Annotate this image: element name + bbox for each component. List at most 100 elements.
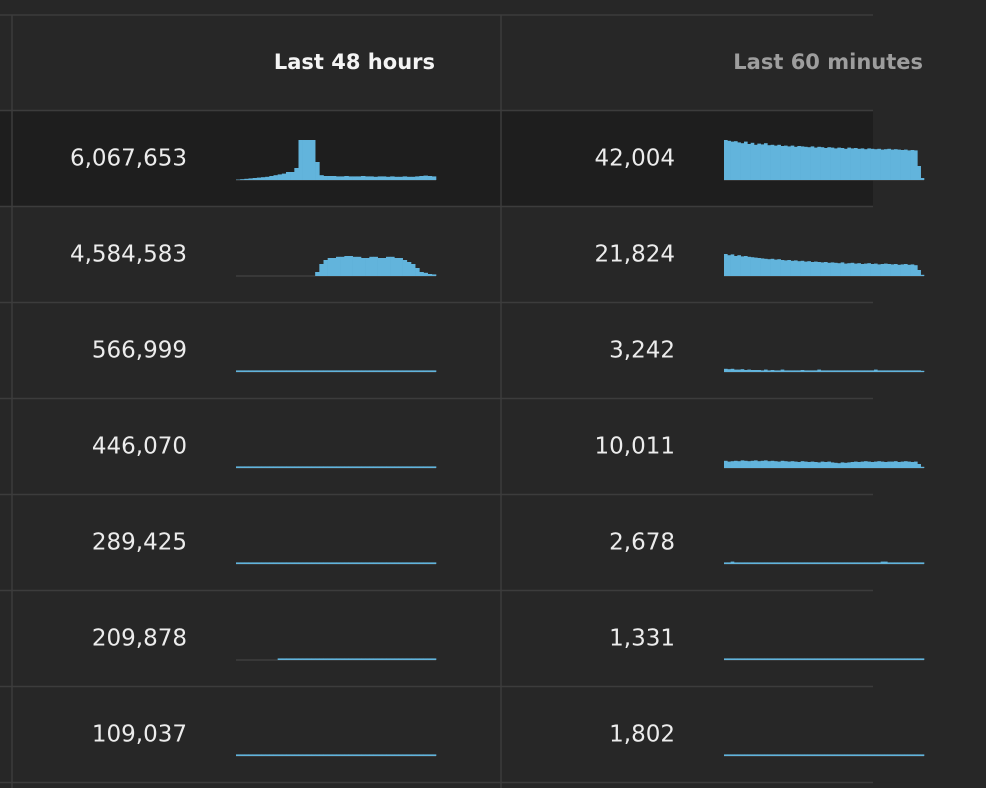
- sparkline-bar: [398, 370, 403, 372]
- sparkline-bar: [377, 658, 383, 660]
- sparkline-bar: [744, 460, 748, 468]
- sparkline-bar: [850, 148, 855, 180]
- column-header[interactable]: Last 60 minutes: [733, 50, 923, 74]
- sparkline-bar: [298, 754, 303, 756]
- sparkline-bar: [352, 562, 358, 564]
- sparkline-bar: [273, 370, 278, 372]
- sparkline-bar: [814, 562, 818, 564]
- sparkline-bar: [286, 754, 291, 756]
- sparkline-bar: [427, 754, 433, 756]
- sparkline-bar: [824, 562, 828, 564]
- sparkline-bar: [369, 370, 374, 372]
- sparkline-bar: [794, 146, 798, 180]
- sparkline-bar: [827, 754, 831, 756]
- sparkline-bar: [904, 754, 908, 756]
- sparkline-bar: [361, 562, 366, 564]
- sparkline-bar: [874, 263, 878, 276]
- sparkline-bar: [406, 754, 412, 756]
- sparkline-bar: [244, 370, 249, 372]
- sparkline-bar: [804, 146, 808, 180]
- sparkline-bar: [894, 370, 898, 372]
- sparkline-bar: [344, 466, 349, 468]
- sparkline-bar: [419, 754, 424, 756]
- sparkline-bar: [904, 370, 908, 372]
- sparkline-bar: [820, 562, 825, 564]
- sparkline-bar: [757, 562, 761, 564]
- sparkline-bar: [311, 370, 316, 372]
- sparkline-bar: [830, 462, 835, 468]
- sparkline-bar: [236, 754, 241, 756]
- sparkline-bar: [369, 466, 374, 468]
- sparkline-bar: [730, 561, 735, 564]
- sparkline-bar: [740, 369, 745, 372]
- sparkline-bar: [394, 754, 399, 756]
- sparkline-bar: [248, 562, 253, 564]
- sparkline-bar: [837, 147, 841, 180]
- sparkline-bar: [356, 256, 362, 276]
- sparkline-bar: [897, 149, 901, 180]
- sparkline-bar: [315, 562, 320, 564]
- sparkline-bar: [277, 754, 283, 756]
- sparkline-bar: [734, 460, 738, 468]
- sparkline-bar: [269, 370, 274, 372]
- sparkline-bar: [737, 255, 741, 276]
- column-header[interactable]: Last 48 hours: [274, 50, 435, 74]
- sparkline-bar: [256, 466, 262, 468]
- sparkline-bar: [323, 754, 328, 756]
- sparkline-bar: [377, 370, 383, 372]
- sparkline-bar: [887, 562, 891, 564]
- sparkline-bar: [319, 754, 324, 756]
- sparkline-bar: [290, 562, 295, 564]
- sparkline-bar: [837, 658, 841, 660]
- sparkline-bar: [774, 370, 778, 372]
- sparkline-bar: [787, 461, 791, 468]
- sparkline-bar: [336, 562, 341, 564]
- sparkline-bar: [847, 147, 851, 180]
- sparkline-bar: [897, 370, 901, 372]
- sparkline-bar: [837, 370, 841, 372]
- sparkline-bar: [757, 370, 761, 372]
- sparkline-bar: [884, 658, 888, 660]
- sparkline-bar: [340, 370, 345, 372]
- sparkline-bar: [373, 562, 378, 564]
- sparkline-bar: [810, 370, 815, 372]
- sparkline-bar: [290, 172, 295, 180]
- sparkline-bar: [907, 264, 911, 276]
- sparkline-bar: [398, 658, 403, 660]
- count: 209,878: [92, 626, 187, 652]
- sparkline-bar: [365, 562, 370, 564]
- sparkline-bar: [787, 562, 791, 564]
- sparkline-bar: [340, 256, 345, 276]
- sparkline-bar: [850, 658, 855, 660]
- sparkline-bar: [770, 370, 775, 372]
- sparkline-bar: [780, 658, 785, 660]
- sparkline-bar: [880, 264, 885, 276]
- sparkline-bar: [286, 562, 291, 564]
- sparkline-bar: [864, 658, 868, 660]
- sparkline-bar: [877, 148, 881, 180]
- sparkline-bar: [844, 658, 848, 660]
- count: 1,802: [609, 722, 675, 748]
- sparkline-bar: [319, 562, 324, 564]
- sparkline-bar: [764, 143, 768, 180]
- sparkline-bar: [914, 265, 918, 276]
- sparkline-bar: [390, 256, 395, 276]
- sparkline-bar: [315, 162, 320, 180]
- sparkline-bar: [817, 462, 821, 468]
- sparkline-bar: [897, 562, 901, 564]
- sparkline-bar: [807, 370, 811, 372]
- sparkline-bar: [411, 264, 416, 276]
- sparkline-bar: [800, 461, 805, 468]
- sparkline-bar: [361, 466, 366, 468]
- sparkline-bar: [900, 370, 905, 372]
- sparkline-bar: [914, 562, 918, 564]
- sparkline-bar: [810, 754, 815, 756]
- sparkline-bar: [840, 148, 845, 180]
- sparkline-bar: [419, 272, 424, 276]
- sparkline-bar: [415, 658, 420, 660]
- sparkline-bar: [252, 178, 258, 180]
- sparkline-bar: [377, 754, 383, 756]
- sparkline-bar: [737, 142, 741, 180]
- sparkline-bar: [273, 562, 278, 564]
- sparkline-bar: [890, 754, 895, 756]
